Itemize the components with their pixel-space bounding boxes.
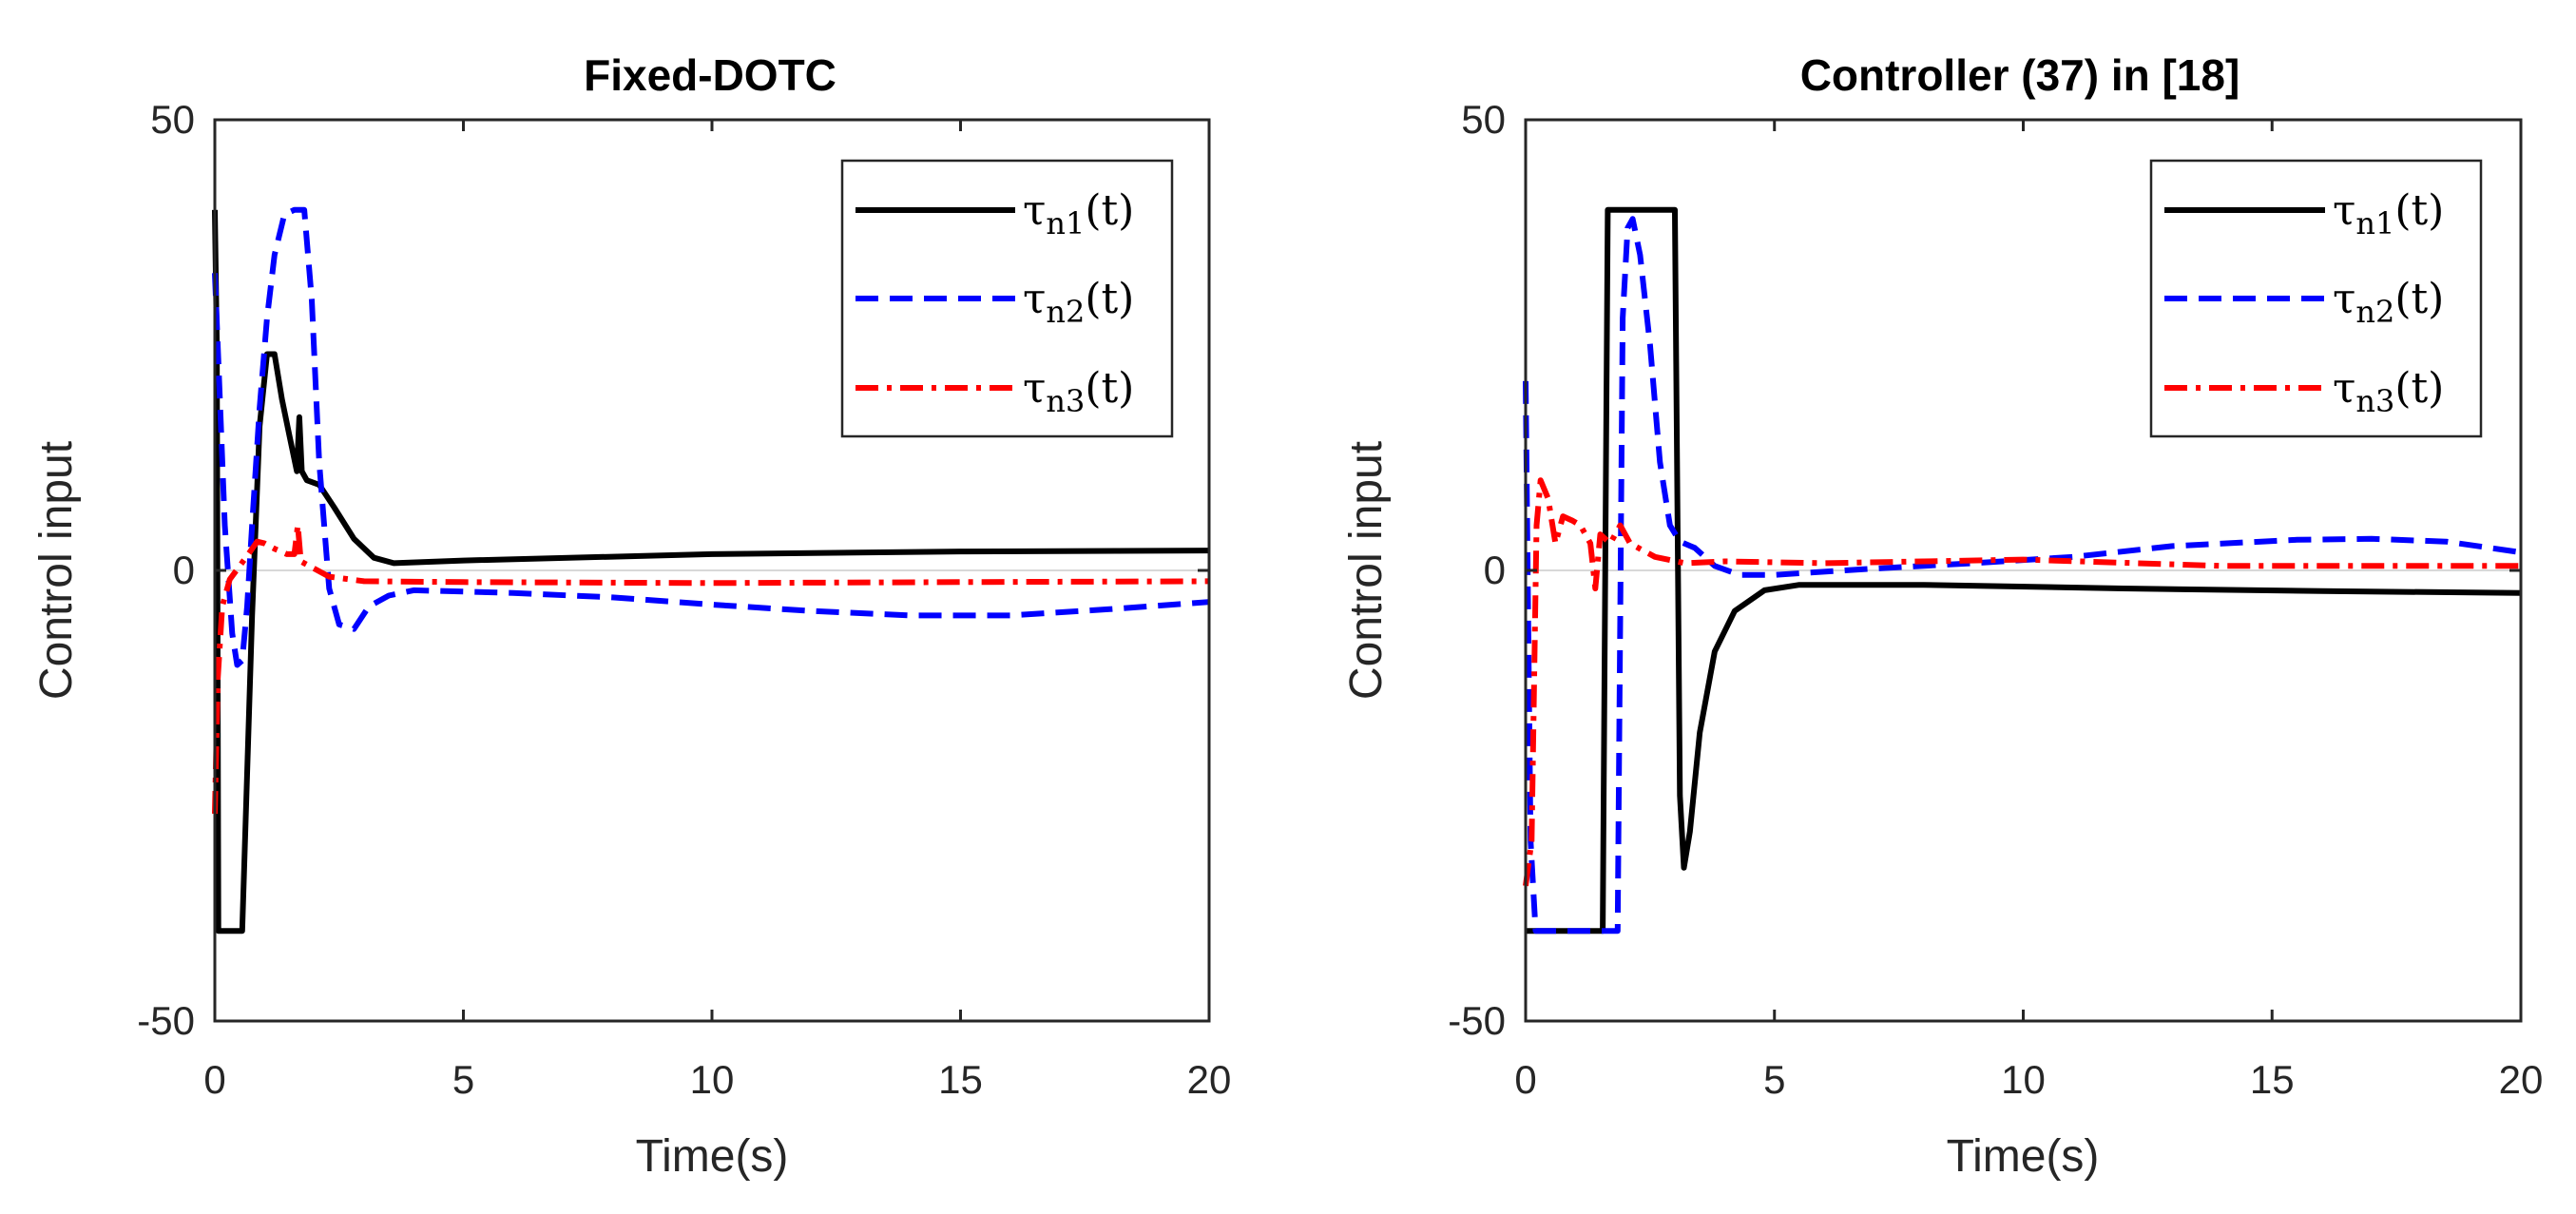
series-line-tau-n3 [1523, 477, 2521, 887]
legend-suffix: (t) [1085, 364, 1134, 413]
legend-suffix: (t) [2394, 364, 2444, 413]
x-tick-label: 20 [1187, 1057, 1232, 1102]
series-line-tau-n2 [212, 206, 1210, 668]
y-axis-label: Control input [1341, 441, 1392, 700]
x-tick-label: 20 [2499, 1057, 2544, 1102]
y-tick-label: 0 [173, 548, 195, 592]
y-tick-label: -50 [137, 998, 195, 1043]
x-axis-label: Time(s) [636, 1131, 789, 1182]
legend-subscript: n1 [2355, 205, 2394, 241]
legend-subscript: n2 [1046, 294, 1085, 330]
chart-fixed-dotc: Fixed-DOTC 0 5 10 15 20 -50 0 50 Time(s)… [31, 50, 1231, 1182]
legend: τn1(t) τn2(t) τn3(t) [840, 159, 1174, 438]
legend: τn1(t) τn2(t) τn3(t) [2149, 159, 2483, 438]
series-line-tau-n1 [212, 209, 1210, 935]
legend-suffix: (t) [1085, 186, 1134, 235]
chart-title: Controller (37) in [18] [1800, 50, 2240, 100]
x-tick-label: 15 [938, 1057, 983, 1102]
legend-entry: τn2(t) [2333, 275, 2444, 330]
x-tick-label: 15 [2250, 1057, 2295, 1102]
x-tick-label: 0 [1514, 1057, 1536, 1102]
x-tick-label: 10 [690, 1057, 735, 1102]
ticks [1524, 118, 2523, 1023]
legend-entry: τn1(t) [2333, 186, 2444, 241]
legend-suffix: (t) [2394, 186, 2444, 235]
legend-symbol: τ [2333, 275, 2355, 323]
series-lines [1523, 206, 2522, 935]
legend-entry: τn3(t) [1023, 364, 1134, 419]
y-tick-label: 0 [1484, 548, 1506, 592]
legend-entry: τn1(t) [1023, 186, 1134, 241]
legend-symbol: τ [1023, 364, 1046, 413]
legend-entry: τn3(t) [2333, 364, 2444, 419]
series-line-tau-n1 [1526, 206, 2522, 935]
x-axis-label: Time(s) [1947, 1131, 2100, 1182]
x-tick-label: 0 [203, 1057, 225, 1102]
chart-title: Fixed-DOTC [584, 50, 836, 100]
series-line-tau-n3 [212, 522, 1210, 815]
legend-subscript: n1 [1046, 205, 1085, 241]
y-tick-label: 50 [150, 97, 195, 142]
chart-controller-37: Controller (37) in [18] 0 5 10 15 20 -50… [1341, 50, 2543, 1182]
legend-symbol: τ [2333, 364, 2355, 413]
legend-symbol: τ [1023, 186, 1046, 235]
legend-subscript: n3 [1046, 383, 1085, 419]
series-lines [212, 206, 1210, 935]
legend-suffix: (t) [2394, 275, 2444, 323]
x-tick-label: 5 [1763, 1057, 1785, 1102]
y-axis-label: Control input [31, 441, 82, 700]
y-tick-label: -50 [1448, 998, 1506, 1043]
x-tick-label: 10 [2001, 1057, 2046, 1102]
legend-symbol: τ [2333, 186, 2355, 235]
legend-suffix: (t) [1085, 275, 1134, 323]
ticks [213, 118, 1211, 1023]
legend-symbol: τ [1023, 275, 1046, 323]
x-tick-label: 5 [452, 1057, 474, 1102]
series-line-tau-n2 [1523, 216, 2522, 935]
legend-subscript: n2 [2355, 294, 2394, 330]
legend-entry: τn2(t) [1023, 275, 1134, 330]
legend-subscript: n3 [2355, 383, 2394, 419]
y-tick-label: 50 [1461, 97, 1506, 142]
